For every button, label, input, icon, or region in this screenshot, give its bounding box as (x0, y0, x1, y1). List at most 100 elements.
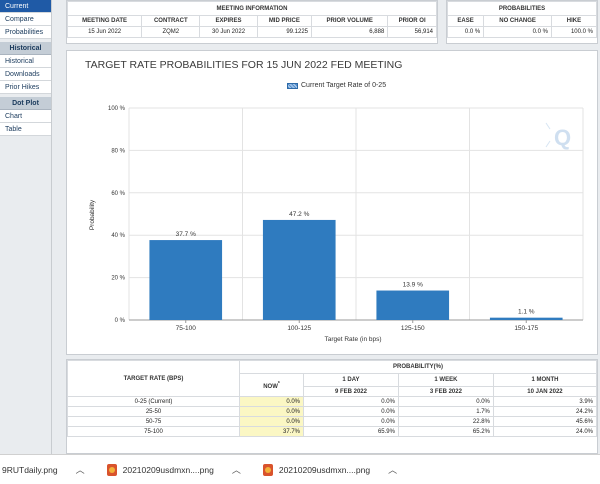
watermark-logo-icon: Q (545, 122, 571, 150)
sidebar-item-compare[interactable]: Compare (0, 13, 51, 26)
probability-cell: 0.0% (303, 416, 399, 427)
header-1day: 1 DAY (303, 373, 399, 387)
probability-cell: 0.0% (239, 406, 304, 417)
target-rate-cell: 50-75 (67, 416, 240, 427)
probability-cell: 0.0% (397, 396, 494, 407)
target-rate-cell: 75-100 (67, 426, 240, 437)
chevron-up-icon[interactable]: ︿ (231, 465, 241, 475)
probability-cell: 0.0% (303, 396, 399, 407)
probability-cell: 24.2% (492, 406, 597, 417)
sidebar-item-historical[interactable]: Historical (0, 55, 51, 68)
no-change-value: 0.0 % (483, 26, 552, 38)
meeting-info-title: MEETING INFORMATION (67, 1, 437, 16)
y-axis-label: Probability (89, 199, 96, 230)
sidebar-section-historical: Historical (0, 42, 51, 55)
chart-legend[interactable]: Current Target Rate of 0-25 (287, 82, 386, 89)
prior-oi: 56,914 (387, 26, 437, 38)
chevron-up-icon[interactable]: ︿ (75, 465, 85, 475)
sidebar: Current Compare Probabilities Historical… (0, 0, 52, 454)
sidebar-item-current[interactable]: Current (0, 0, 51, 13)
meeting-date: 15 Jun 2022 (66, 26, 143, 38)
bar (376, 290, 450, 320)
header-1day-date: 9 FEB 2022 (303, 386, 399, 397)
probability-cell: 1.7% (397, 406, 494, 417)
table-row: 50-75 0.0% 0.0% 22.8% 45.6% (67, 416, 597, 427)
download-item[interactable]: 9RUTdaily.png ︿ (2, 463, 85, 476)
y-tick-label: 20 % (111, 276, 125, 282)
sidebar-item-table[interactable]: Table (0, 123, 51, 136)
table-row: 75-100 37.7% 65.9% 65.2% 24.0% (67, 426, 597, 437)
sidebar-item-prior-hikes[interactable]: Prior Hikes (0, 81, 51, 94)
prior-volume: 6,888 (311, 26, 389, 38)
chevron-up-icon[interactable]: ︿ (388, 465, 398, 475)
probabilities-table: PROBABILITIES EASE NO CHANGE HIKE 0.0 % … (446, 1, 598, 38)
header-expires: EXPIRES (199, 15, 258, 27)
header-1week-date: 3 FEB 2022 (397, 386, 494, 397)
y-tick-label: 60 % (111, 191, 125, 197)
download-item[interactable]: 20210209usdmxn....png ︿ (262, 463, 398, 476)
target-rate-cell: 25-50 (67, 406, 240, 417)
probability-cell: 65.2% (397, 426, 494, 437)
probability-cell: 65.9% (303, 426, 399, 437)
svg-text:Q: Q (554, 125, 571, 150)
y-tick-label: 40 % (111, 233, 125, 239)
header-prior-oi: PRIOR OI (387, 15, 437, 27)
bar-value-label: 1.1 % (518, 309, 535, 316)
probabilities-title: PROBABILITIES (447, 1, 597, 16)
probability-cell: 0.0% (239, 416, 304, 427)
x-tick-label: 150-175 (514, 325, 538, 332)
sidebar-item-chart[interactable]: Chart (0, 110, 51, 123)
probability-cell: 0.0% (303, 406, 399, 417)
x-axis-label: Target Rate (in bps) (324, 336, 381, 343)
contract: ZQM2 (141, 26, 201, 38)
bar (149, 240, 223, 320)
probability-table: TARGET RATE (BPS) PROBABILITY(%) NOW* 1 … (67, 360, 597, 437)
y-tick-label: 100 % (108, 106, 126, 112)
header-now-mark: * (277, 380, 280, 387)
header-1month: 1 MONTH (492, 373, 597, 387)
sidebar-item-probabilities[interactable]: Probabilities (0, 26, 51, 39)
x-tick-label: 100-125 (287, 325, 311, 332)
header-hike: HIKE (550, 15, 598, 27)
probability-cell: 24.0% (492, 426, 597, 437)
header-contract: CONTRACT (141, 15, 201, 27)
header-prior-volume: PRIOR VOLUME (311, 15, 389, 27)
y-tick-label: 80 % (111, 148, 125, 154)
probability-cell: 3.9% (492, 396, 597, 407)
download-bar: 9RUTdaily.png ︿ 20210209usdmxn....png ︿ … (0, 454, 600, 484)
mid-price: 99.1225 (256, 26, 313, 38)
download-filename: 20210209usdmxn....png (122, 464, 214, 475)
file-image-icon (262, 463, 273, 476)
expires: 30 Jun 2022 (199, 26, 258, 38)
table-row: 25-50 0.0% 0.0% 1.7% 24.2% (67, 406, 597, 417)
bar (489, 317, 563, 320)
download-filename: 20210209usdmxn....png (278, 464, 371, 475)
header-ease: EASE (446, 15, 485, 27)
header-meeting-date: MEETING DATE (66, 15, 143, 27)
download-item[interactable]: 20210209usdmxn....png ︿ (106, 463, 241, 476)
bar-value-label: 37.7 % (176, 231, 196, 238)
target-rate-cell: 0-25 (Current) (67, 396, 240, 407)
header-1month-date: 10 JAN 2022 (492, 386, 597, 397)
bar-value-label: 13.9 % (403, 282, 423, 289)
sidebar-item-downloads[interactable]: Downloads (0, 68, 51, 81)
x-tick-label: 125-150 (401, 325, 425, 332)
probability-table-panel: TARGET RATE (BPS) PROBABILITY(%) NOW* 1 … (66, 359, 598, 454)
header-no-change: NO CHANGE (483, 15, 552, 27)
sidebar-section-dot-plot: Dot Plot (0, 97, 51, 110)
bar (262, 219, 336, 320)
chart-panel: TARGET RATE PROBABILITIES FOR 15 JUN 202… (66, 50, 598, 355)
hike-value: 100.0 % (550, 26, 598, 38)
x-tick-label: 75-100 (176, 325, 197, 332)
header-probability-group: PROBABILITY(%) (239, 360, 597, 374)
table-row: 0-25 (Current) 0.0% 0.0% 0.0% 3.9% (67, 396, 597, 407)
header-1week: 1 WEEK (397, 373, 494, 387)
bar-chart: 0 % 20 % 40 % 60 % 80 % 100 % 37.7 % 75-100 47.2… (89, 106, 584, 343)
header-target-rate: TARGET RATE (BPS) (67, 360, 240, 397)
probability-cell: 45.6% (492, 416, 597, 427)
bar-value-label: 47.2 % (289, 211, 309, 218)
header-now: NOW* (239, 373, 304, 397)
file-image-icon (106, 463, 117, 476)
probabilities-panel: PROBABILITIES EASE NO CHANGE HIKE 0.0 % … (446, 0, 598, 44)
legend-swatch (287, 82, 298, 89)
